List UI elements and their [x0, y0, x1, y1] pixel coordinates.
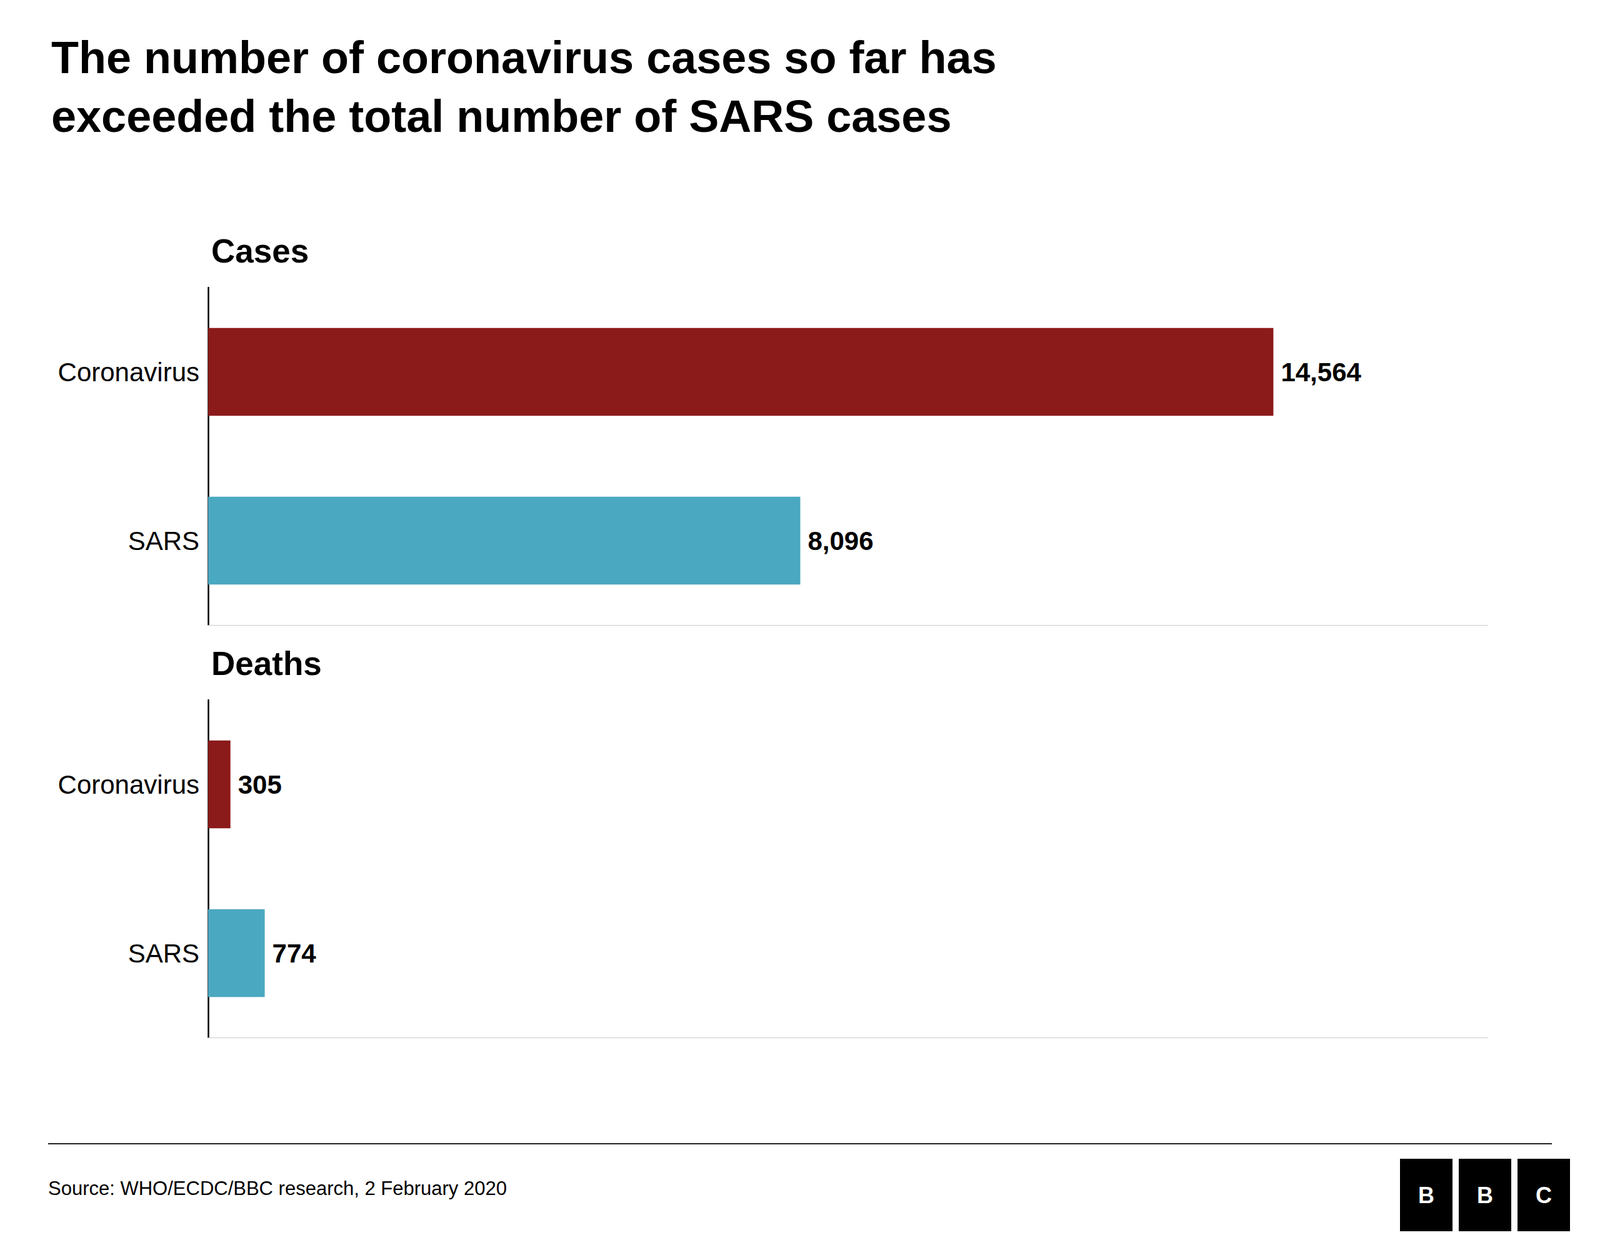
svg-text:B: B: [1476, 1182, 1494, 1209]
svg-text:Deaths: Deaths: [211, 645, 322, 682]
svg-text:305: 305: [238, 770, 282, 800]
svg-text:Source: WHO/ECDC/BBC research,: Source: WHO/ECDC/BBC research, 2 Februar…: [48, 1177, 507, 1200]
svg-text:Coronavirus: Coronavirus: [58, 357, 200, 387]
svg-text:exceeded the total number of S: exceeded the total number of SARS cases: [51, 91, 952, 142]
svg-text:Coronavirus: Coronavirus: [58, 770, 200, 800]
svg-text:The number of coronavirus case: The number of coronavirus cases so far h…: [51, 32, 997, 83]
svg-text:B: B: [1418, 1182, 1435, 1209]
svg-text:14,564: 14,564: [1280, 357, 1362, 387]
svg-text:SARS: SARS: [128, 526, 200, 556]
svg-text:C: C: [1535, 1182, 1552, 1209]
svg-text:Cases: Cases: [211, 232, 309, 270]
svg-text:774: 774: [272, 938, 317, 969]
svg-text:SARS: SARS: [128, 938, 200, 969]
svg-text:8,096: 8,096: [807, 526, 874, 556]
